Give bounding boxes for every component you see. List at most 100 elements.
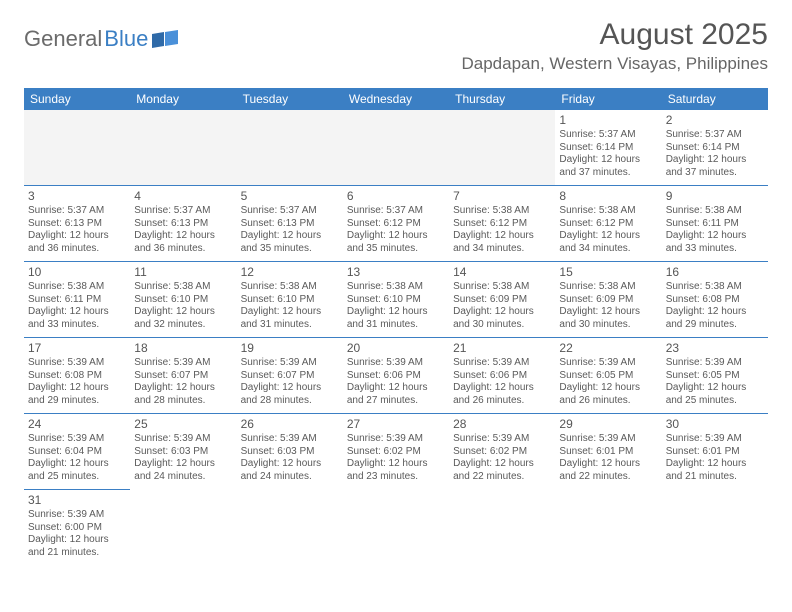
calendar-day-cell: 23Sunrise: 5:39 AMSunset: 6:05 PMDayligh… <box>662 338 768 414</box>
daylight-line: Daylight: 12 hours and 25 minutes. <box>666 382 764 407</box>
day-number: 3 <box>28 189 126 204</box>
sunrise-line: Sunrise: 5:38 AM <box>559 205 657 218</box>
sunrise-line: Sunrise: 5:37 AM <box>559 129 657 142</box>
daylight-line: Daylight: 12 hours and 29 minutes. <box>666 306 764 331</box>
sunset-line: Sunset: 6:12 PM <box>347 218 445 231</box>
sunrise-line: Sunrise: 5:39 AM <box>134 357 232 370</box>
sunset-line: Sunset: 6:01 PM <box>559 446 657 459</box>
sunrise-line: Sunrise: 5:39 AM <box>28 357 126 370</box>
calendar-day-cell: 1Sunrise: 5:37 AMSunset: 6:14 PMDaylight… <box>555 110 661 186</box>
sunset-line: Sunset: 6:14 PM <box>666 142 764 155</box>
daylight-line: Daylight: 12 hours and 35 minutes. <box>241 230 339 255</box>
sunrise-line: Sunrise: 5:37 AM <box>28 205 126 218</box>
day-number: 11 <box>134 265 232 280</box>
day-number: 20 <box>347 341 445 356</box>
calendar-day-cell: 19Sunrise: 5:39 AMSunset: 6:07 PMDayligh… <box>237 338 343 414</box>
day-number: 12 <box>241 265 339 280</box>
sunset-line: Sunset: 6:09 PM <box>453 294 551 307</box>
calendar-day-cell: 20Sunrise: 5:39 AMSunset: 6:06 PMDayligh… <box>343 338 449 414</box>
calendar-empty-cell <box>130 490 236 566</box>
day-number: 18 <box>134 341 232 356</box>
daylight-line: Daylight: 12 hours and 28 minutes. <box>241 382 339 407</box>
calendar-empty-cell <box>130 110 236 186</box>
daylight-line: Daylight: 12 hours and 24 minutes. <box>241 458 339 483</box>
calendar-day-cell: 24Sunrise: 5:39 AMSunset: 6:04 PMDayligh… <box>24 414 130 490</box>
day-number: 17 <box>28 341 126 356</box>
sunset-line: Sunset: 6:07 PM <box>134 370 232 383</box>
sunset-line: Sunset: 6:02 PM <box>453 446 551 459</box>
sunrise-line: Sunrise: 5:39 AM <box>559 357 657 370</box>
calendar-day-cell: 5Sunrise: 5:37 AMSunset: 6:13 PMDaylight… <box>237 186 343 262</box>
daylight-line: Daylight: 12 hours and 34 minutes. <box>453 230 551 255</box>
sunset-line: Sunset: 6:04 PM <box>28 446 126 459</box>
logo-flag-icon <box>152 30 178 48</box>
daylight-line: Daylight: 12 hours and 34 minutes. <box>559 230 657 255</box>
sunrise-line: Sunrise: 5:39 AM <box>241 357 339 370</box>
calendar-day-cell: 7Sunrise: 5:38 AMSunset: 6:12 PMDaylight… <box>449 186 555 262</box>
sunrise-line: Sunrise: 5:39 AM <box>28 433 126 446</box>
sunrise-line: Sunrise: 5:38 AM <box>28 281 126 294</box>
sunrise-line: Sunrise: 5:38 AM <box>347 281 445 294</box>
daylight-line: Daylight: 12 hours and 23 minutes. <box>347 458 445 483</box>
day-number: 6 <box>347 189 445 204</box>
daylight-line: Daylight: 12 hours and 22 minutes. <box>453 458 551 483</box>
calendar-day-cell: 28Sunrise: 5:39 AMSunset: 6:02 PMDayligh… <box>449 414 555 490</box>
sunset-line: Sunset: 6:11 PM <box>666 218 764 231</box>
day-number: 30 <box>666 417 764 432</box>
day-number: 14 <box>453 265 551 280</box>
sunset-line: Sunset: 6:02 PM <box>347 446 445 459</box>
sunrise-line: Sunrise: 5:38 AM <box>666 205 764 218</box>
sunset-line: Sunset: 6:13 PM <box>241 218 339 231</box>
daylight-line: Daylight: 12 hours and 26 minutes. <box>453 382 551 407</box>
calendar-empty-cell <box>237 110 343 186</box>
sunset-line: Sunset: 6:03 PM <box>134 446 232 459</box>
sunrise-line: Sunrise: 5:39 AM <box>666 433 764 446</box>
daylight-line: Daylight: 12 hours and 28 minutes. <box>134 382 232 407</box>
sunrise-line: Sunrise: 5:39 AM <box>666 357 764 370</box>
sunset-line: Sunset: 6:08 PM <box>666 294 764 307</box>
day-number: 15 <box>559 265 657 280</box>
calendar-day-cell: 4Sunrise: 5:37 AMSunset: 6:13 PMDaylight… <box>130 186 236 262</box>
logo-text-general: General <box>24 26 102 52</box>
weekday-header: Saturday <box>662 88 768 110</box>
sunrise-line: Sunrise: 5:38 AM <box>453 205 551 218</box>
calendar-day-cell: 15Sunrise: 5:38 AMSunset: 6:09 PMDayligh… <box>555 262 661 338</box>
day-number: 26 <box>241 417 339 432</box>
sunset-line: Sunset: 6:01 PM <box>666 446 764 459</box>
logo-text-blue: Blue <box>104 26 148 52</box>
calendar-day-cell: 2Sunrise: 5:37 AMSunset: 6:14 PMDaylight… <box>662 110 768 186</box>
sunset-line: Sunset: 6:08 PM <box>28 370 126 383</box>
calendar-empty-cell <box>555 490 661 566</box>
calendar-empty-cell <box>662 490 768 566</box>
sunset-line: Sunset: 6:12 PM <box>453 218 551 231</box>
day-number: 7 <box>453 189 551 204</box>
day-number: 5 <box>241 189 339 204</box>
weekday-header: Wednesday <box>343 88 449 110</box>
daylight-line: Daylight: 12 hours and 25 minutes. <box>28 458 126 483</box>
daylight-line: Daylight: 12 hours and 32 minutes. <box>134 306 232 331</box>
day-number: 13 <box>347 265 445 280</box>
sunset-line: Sunset: 6:09 PM <box>559 294 657 307</box>
calendar-day-cell: 22Sunrise: 5:39 AMSunset: 6:05 PMDayligh… <box>555 338 661 414</box>
weekday-header: Sunday <box>24 88 130 110</box>
sunset-line: Sunset: 6:06 PM <box>453 370 551 383</box>
daylight-line: Daylight: 12 hours and 21 minutes. <box>666 458 764 483</box>
sunrise-line: Sunrise: 5:37 AM <box>666 129 764 142</box>
calendar-empty-cell <box>449 490 555 566</box>
calendar-day-cell: 18Sunrise: 5:39 AMSunset: 6:07 PMDayligh… <box>130 338 236 414</box>
day-number: 16 <box>666 265 764 280</box>
sunrise-line: Sunrise: 5:37 AM <box>347 205 445 218</box>
calendar-empty-cell <box>449 110 555 186</box>
sunset-line: Sunset: 6:06 PM <box>347 370 445 383</box>
daylight-line: Daylight: 12 hours and 22 minutes. <box>559 458 657 483</box>
calendar-day-cell: 25Sunrise: 5:39 AMSunset: 6:03 PMDayligh… <box>130 414 236 490</box>
sunrise-line: Sunrise: 5:39 AM <box>241 433 339 446</box>
sunset-line: Sunset: 6:11 PM <box>28 294 126 307</box>
day-number: 23 <box>666 341 764 356</box>
calendar-day-cell: 6Sunrise: 5:37 AMSunset: 6:12 PMDaylight… <box>343 186 449 262</box>
sunrise-line: Sunrise: 5:39 AM <box>347 357 445 370</box>
daylight-line: Daylight: 12 hours and 31 minutes. <box>241 306 339 331</box>
sunrise-line: Sunrise: 5:39 AM <box>347 433 445 446</box>
daylight-line: Daylight: 12 hours and 29 minutes. <box>28 382 126 407</box>
calendar-table: SundayMondayTuesdayWednesdayThursdayFrid… <box>24 88 768 565</box>
